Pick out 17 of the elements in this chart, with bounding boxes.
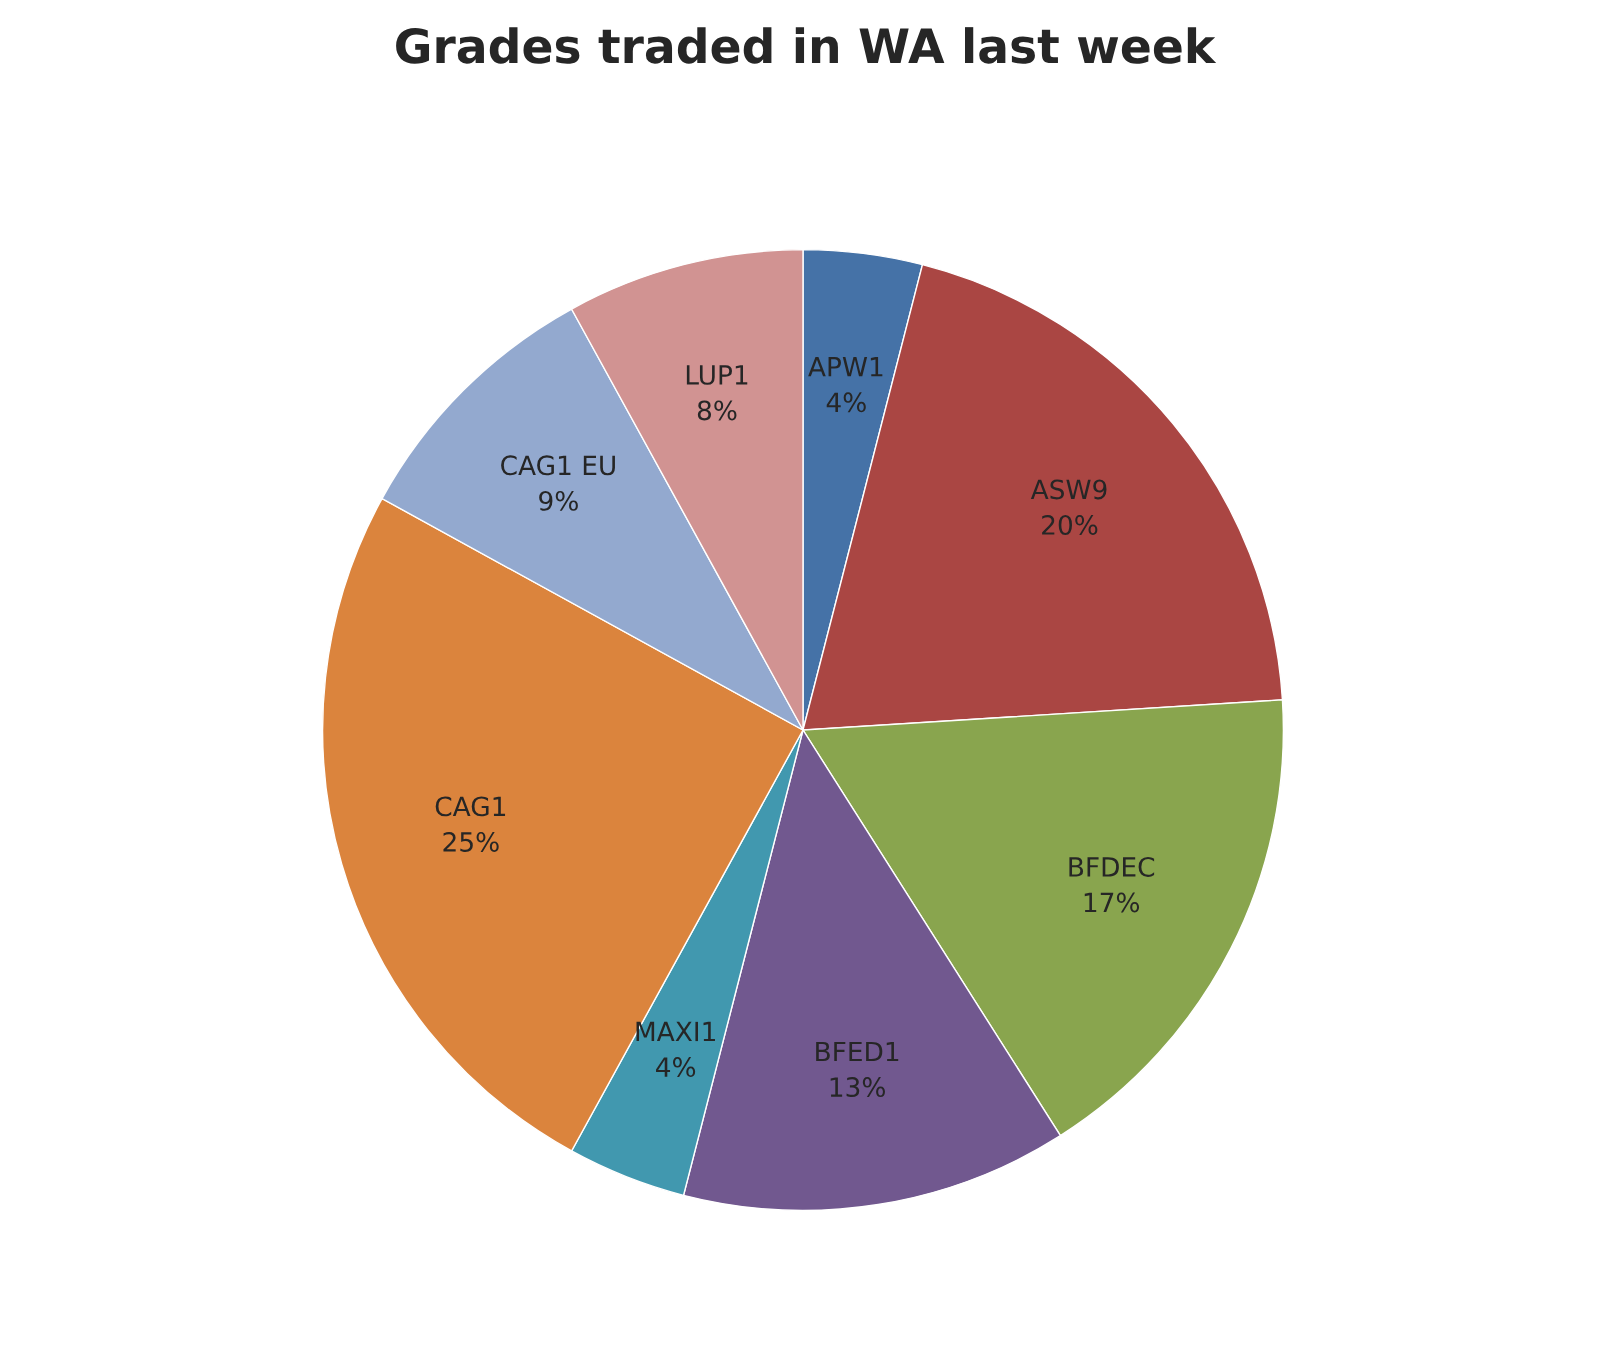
slice-label: APW1 — [808, 357, 883, 377]
slice-label: MAXI1 — [636, 1021, 715, 1042]
slice-label: LUP1 — [686, 365, 748, 385]
data-label: 20% — [1042, 515, 1098, 535]
data-label: 17% — [1084, 892, 1140, 913]
slice-label: CAG1 EU — [501, 455, 615, 476]
chart-title: Grades traded in WA last week — [396, 27, 1217, 64]
data-label: 4% — [656, 1057, 696, 1078]
data-label: 8% — [697, 400, 737, 421]
data-label: 25% — [443, 831, 499, 852]
slice-label: CAG1 — [435, 796, 506, 817]
slice-label: BFED1 — [816, 1041, 899, 1062]
slice-label: ASW9 — [1030, 479, 1107, 500]
data-label: 4% — [826, 392, 866, 413]
slice-label: BFDEC — [1069, 856, 1155, 877]
data-label: 13% — [830, 1077, 885, 1098]
data-label: 9% — [539, 490, 578, 511]
